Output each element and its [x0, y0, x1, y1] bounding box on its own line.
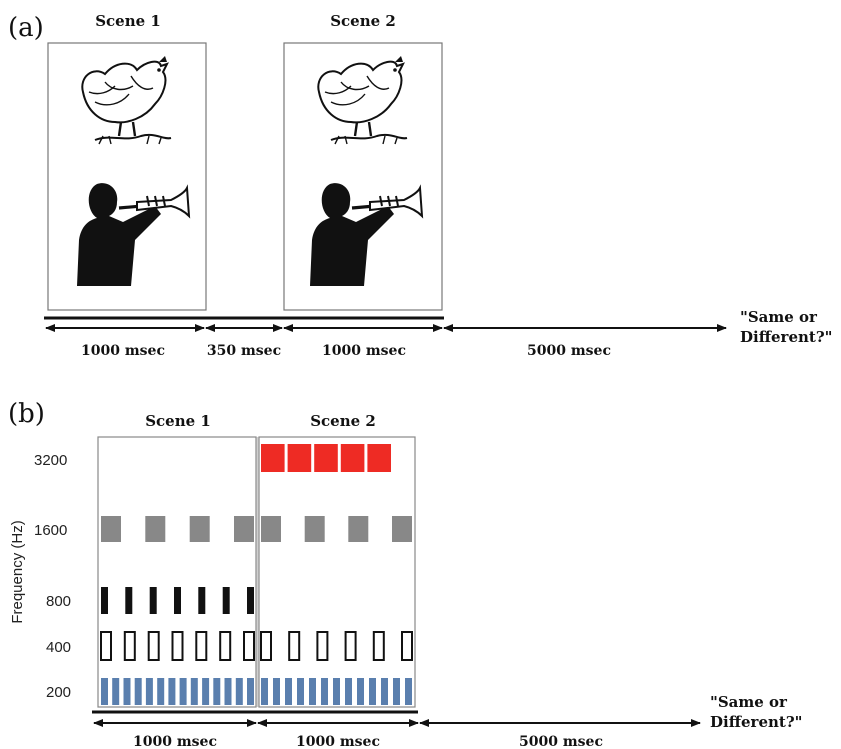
- tone-200-scene1-11: [213, 678, 221, 705]
- panel-a-duration-1: 1000 msec: [81, 343, 165, 359]
- tone-200-scene2-4: [297, 678, 304, 705]
- panel-b-tick-3200: 3200: [34, 452, 67, 469]
- tone-400-scene1-1: [100, 631, 112, 661]
- tone-400-scene2-4: [344, 631, 357, 661]
- tone-400-scene2-3: [316, 631, 329, 661]
- panel-a: (a) Scene 1 Scene 2: [8, 12, 832, 359]
- panel-b-duration-2: 1000 msec: [296, 734, 380, 749]
- chicken-icon: [81, 56, 172, 145]
- tone-3200-scene2-4: [340, 444, 365, 472]
- tone-3200-scene2-2: [287, 444, 312, 472]
- tone-800-scene1-1: [101, 587, 108, 614]
- tone-1600-scene2-4: [392, 516, 412, 542]
- tone-200-scene1-7: [168, 678, 176, 705]
- tone-400-scene1-2: [123, 631, 136, 661]
- tone-400-scene1-3: [147, 631, 160, 661]
- tone-800-scene1-3: [149, 587, 157, 614]
- tone-400-scene1-4: [171, 631, 184, 661]
- panel-a-duration-3: 1000 msec: [322, 343, 406, 359]
- panel-b-y-axis-label: Frequency (Hz): [9, 520, 26, 623]
- panel-a-prompt-line1: "Same or: [740, 308, 818, 326]
- tone-3200-scene2-1: [261, 444, 285, 472]
- tone-200-scene2-9: [357, 678, 364, 705]
- tone-200-scene1-1: [101, 678, 108, 705]
- tone-200-scene1-5: [145, 678, 153, 705]
- tone-800-scene1-2: [125, 587, 133, 614]
- tone-1600-scene1-1: [101, 516, 121, 542]
- tone-200-scene2-13: [405, 678, 412, 705]
- panel-b-duration-1: 1000 msec: [133, 734, 217, 749]
- panel-a-duration-2: 350 msec: [207, 343, 281, 359]
- tone-200-scene1-8: [179, 678, 187, 705]
- tone-200-scene2-7: [333, 678, 340, 705]
- panel-b-scene1-title: Scene 1: [145, 412, 211, 430]
- tone-200-scene2-5: [309, 678, 316, 705]
- panel-b-tick-400: 400: [46, 639, 71, 656]
- tone-1600-scene2-3: [348, 516, 369, 542]
- panel-b-scene1-frame: [97, 436, 257, 708]
- tone-200-scene1-14: [247, 678, 254, 705]
- tone-1600-scene2-2: [304, 516, 325, 542]
- panel-b: (b) Scene 1 Scene 2 Frequency (Hz) 3200 …: [8, 399, 802, 749]
- chicken-icon: [317, 56, 408, 145]
- panel-a-duration-4: 5000 msec: [527, 343, 611, 359]
- tone-200-scene1-3: [123, 678, 131, 705]
- tone-400-scene2-5: [372, 631, 385, 661]
- tone-1600-scene1-2: [145, 516, 166, 542]
- tone-400-scene1-6: [219, 631, 232, 661]
- panel-b-duration-3: 5000 msec: [519, 734, 603, 749]
- tone-800-scene1-6: [222, 587, 230, 614]
- tone-200-scene2-11: [381, 678, 388, 705]
- tone-400-scene2-1: [260, 631, 272, 661]
- tone-200-scene1-4: [134, 678, 142, 705]
- tone-800-scene1-4: [174, 587, 181, 614]
- tone-1600-scene1-3: [189, 516, 210, 542]
- tone-200-scene1-13: [235, 678, 243, 705]
- panel-b-label: (b): [8, 399, 45, 429]
- panel-a-prompt-line2: Different?": [740, 328, 832, 346]
- tone-400-scene2-2: [288, 631, 301, 661]
- panel-b-scene2-frame: [258, 436, 416, 708]
- tone-400-scene1-7: [243, 631, 255, 661]
- tone-3200-scene2-3: [314, 444, 338, 472]
- panel-b-prompt-line1: "Same or: [710, 693, 788, 711]
- tone-400-scene1-5: [195, 631, 208, 661]
- panel-b-tick-800: 800: [46, 593, 71, 610]
- tone-3200-scene2-5: [367, 444, 391, 472]
- tone-200-scene2-2: [273, 678, 280, 705]
- trumpet-player-icon: [77, 183, 191, 286]
- tone-800-scene1-7: [247, 587, 254, 614]
- tone-200-scene2-6: [321, 678, 328, 705]
- tone-200-scene1-10: [202, 678, 210, 705]
- tone-1600-scene1-4: [234, 516, 254, 542]
- tone-200-scene1-9: [190, 678, 198, 705]
- trumpet-player-icon: [310, 183, 424, 286]
- panel-b-tick-1600: 1600: [34, 522, 67, 539]
- panel-a-scene1-title: Scene 1: [95, 12, 161, 30]
- tone-200-scene1-6: [157, 678, 165, 705]
- tone-200-scene2-3: [285, 678, 292, 705]
- tone-200-scene2-10: [369, 678, 376, 705]
- panel-a-label: (a): [8, 13, 44, 43]
- tone-800-scene1-5: [198, 587, 206, 614]
- tone-200-scene1-12: [224, 678, 232, 705]
- tone-200-scene2-8: [345, 678, 352, 705]
- tone-400-scene2-6: [401, 631, 413, 661]
- tone-1600-scene2-1: [261, 516, 281, 542]
- tone-200-scene1-2: [112, 678, 120, 705]
- panel-b-tone-streams: [100, 444, 413, 705]
- tone-200-scene2-12: [393, 678, 400, 705]
- tone-200-scene2-1: [261, 678, 268, 705]
- panel-b-prompt-line2: Different?": [710, 713, 802, 731]
- panel-a-scene2-title: Scene 2: [330, 12, 396, 30]
- panel-b-scene2-title: Scene 2: [310, 412, 376, 430]
- panel-b-tick-200: 200: [46, 684, 71, 701]
